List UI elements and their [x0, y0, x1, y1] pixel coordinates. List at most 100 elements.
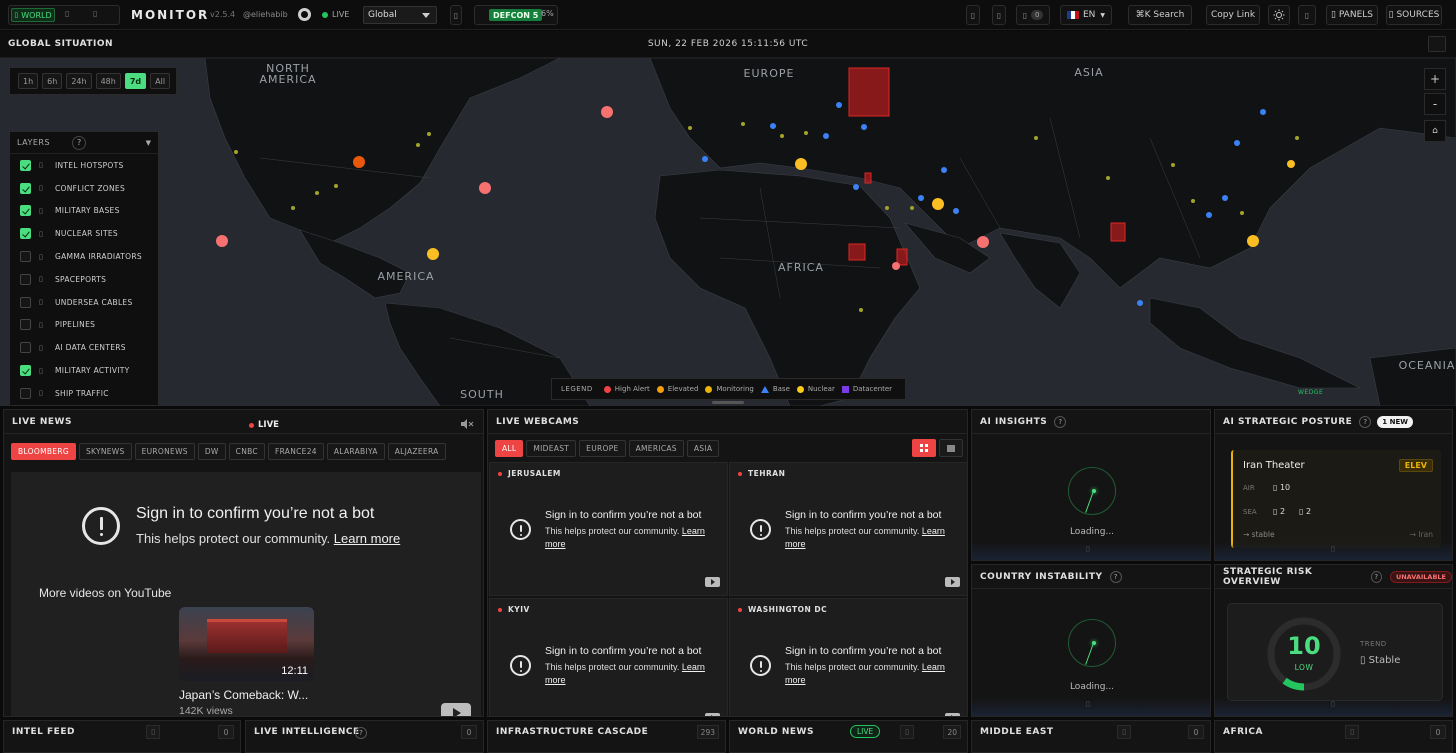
- learn-more-link-cont[interactable]: more: [785, 539, 806, 549]
- layer-checkbox[interactable]: [20, 365, 31, 377]
- theater-card[interactable]: Iran Theater ELEV AIR ▯ 10 SEA ▯ 2 ▯ 2 →…: [1231, 450, 1441, 548]
- variant-world-button[interactable]: ▯ WORLD: [11, 8, 55, 22]
- channel-tab-cnbc[interactable]: CNBC: [228, 443, 265, 460]
- sources-button[interactable]: ▯ SOURCES: [1386, 5, 1442, 25]
- time-range-24h[interactable]: 24h: [66, 73, 92, 89]
- time-range-6h[interactable]: 6h: [42, 73, 63, 89]
- layer-checkbox[interactable]: [20, 387, 31, 399]
- layer-checkbox[interactable]: [20, 342, 31, 354]
- layer-item-pipelines[interactable]: ▯ PIPELINES: [10, 314, 158, 337]
- webcam-filter-europe[interactable]: EUROPE: [579, 440, 626, 457]
- learn-more-link[interactable]: Learn: [921, 526, 945, 536]
- learn-more-link-cont[interactable]: more: [785, 675, 806, 685]
- channel-tab-skynews[interactable]: SKYNEWS: [78, 443, 132, 460]
- video-title[interactable]: Japan’s Comeback: W...: [179, 688, 309, 702]
- pin-icon[interactable]: [1428, 36, 1446, 52]
- variant-tech-button[interactable]: ▯: [65, 9, 70, 18]
- zoom-out-button[interactable]: -: [1424, 93, 1446, 115]
- toolbar-button-a[interactable]: ▯: [966, 5, 980, 25]
- learn-more-link[interactable]: Learn: [681, 662, 705, 672]
- world-map[interactable]: NORTH AMERICA EUROPE ASIA AFRICA AMERICA…: [0, 58, 1456, 406]
- channel-tab-france24[interactable]: FRANCE24: [267, 443, 324, 460]
- africa-icon[interactable]: ▯: [1345, 725, 1359, 739]
- single-view-button[interactable]: [939, 439, 963, 457]
- time-range-48h[interactable]: 48h: [95, 73, 121, 89]
- layer-item-spaceports[interactable]: ▯ SPACEPORTS: [10, 268, 158, 291]
- middle-east-panel[interactable]: MIDDLE EAST ▯ 0: [971, 720, 1211, 753]
- intel-feed-icon[interactable]: ▯: [146, 725, 160, 739]
- defcon-indicator[interactable]: DEFCON 5 6%: [474, 5, 558, 25]
- small-toggle-button[interactable]: ▯: [450, 5, 462, 25]
- africa-panel[interactable]: AFRICA ▯ 0: [1214, 720, 1453, 753]
- toolbar-button-d[interactable]: ▯: [1298, 5, 1316, 25]
- youtube-icon[interactable]: [441, 703, 471, 716]
- help-icon[interactable]: ?: [1054, 415, 1067, 428]
- youtube-icon[interactable]: [705, 713, 720, 716]
- learn-more-link-cont[interactable]: more: [545, 675, 566, 685]
- layer-item-undersea-cables[interactable]: ▯ UNDERSEA CABLES: [10, 291, 158, 314]
- grid-view-button[interactable]: [912, 439, 936, 457]
- intel-feed-panel[interactable]: INTEL FEED ▯ 0: [3, 720, 241, 753]
- news-video-player[interactable]: Sign in to confirm you’re not a bot This…: [11, 472, 481, 716]
- infrastructure-cascade-panel[interactable]: INFRASTRUCTURE CASCADE 293: [487, 720, 726, 753]
- learn-more-link-cont[interactable]: more: [545, 539, 566, 549]
- live-intelligence-panel[interactable]: LIVE INTELLIGENCE ? 0: [245, 720, 484, 753]
- webcam-filter-asia[interactable]: ASIA: [686, 440, 720, 457]
- toolbar-button-b[interactable]: ▯: [992, 5, 1006, 25]
- notifications-button[interactable]: ▯ 0: [1016, 5, 1050, 25]
- help-icon[interactable]: ?: [1359, 415, 1372, 428]
- layer-item-nuclear-sites[interactable]: ▯ NUCLEAR SITES: [10, 222, 158, 245]
- layer-checkbox[interactable]: [20, 159, 31, 171]
- layer-checkbox[interactable]: [20, 205, 31, 217]
- world-news-icon[interactable]: ▯: [900, 725, 914, 739]
- layer-checkbox[interactable]: [20, 296, 31, 308]
- layer-checkbox[interactable]: [20, 319, 31, 331]
- channel-tab-aljazeera[interactable]: ALJAZEERA: [387, 443, 446, 460]
- youtube-icon[interactable]: [945, 577, 960, 587]
- layer-item-military-bases[interactable]: ▯ MILITARY BASES: [10, 200, 158, 223]
- layers-help-icon[interactable]: ?: [72, 135, 87, 150]
- help-icon[interactable]: ?: [1109, 570, 1122, 583]
- region-select[interactable]: Global: [363, 6, 437, 24]
- mute-icon[interactable]: [460, 419, 474, 429]
- github-icon[interactable]: [298, 8, 311, 21]
- home-icon[interactable]: ⌂: [1424, 120, 1446, 142]
- channel-tab-dw[interactable]: DW: [197, 443, 226, 460]
- channel-tab-alarabiya[interactable]: ALARABIYA: [326, 443, 385, 460]
- channel-tab-bloomberg[interactable]: BLOOMBERG: [11, 443, 76, 460]
- webcam-filter-americas[interactable]: AMERICAS: [628, 440, 684, 457]
- time-range-1h[interactable]: 1h: [18, 73, 39, 89]
- language-select[interactable]: EN ▼: [1060, 5, 1112, 25]
- variant-finance-button[interactable]: ▯: [93, 9, 98, 18]
- middle-east-icon[interactable]: ▯: [1117, 725, 1131, 739]
- theme-toggle-button[interactable]: [1268, 5, 1290, 25]
- youtube-icon[interactable]: [945, 713, 960, 716]
- layer-checkbox[interactable]: [20, 182, 31, 194]
- webcam-tile-washington-dc[interactable]: WASHINGTON DC Sign in to confirm you’re n…: [729, 598, 967, 716]
- panels-button[interactable]: ▯ PANELS: [1326, 5, 1378, 25]
- author-handle[interactable]: @eliehabib: [243, 10, 288, 19]
- layer-item-conflict-zones[interactable]: ▯ CONFLICT ZONES: [10, 177, 158, 200]
- webcam-tile-kyiv[interactable]: KYIV Sign in to confirm you’re not a bot T…: [489, 598, 728, 716]
- learn-more-link[interactable]: Learn: [921, 662, 945, 672]
- help-icon[interactable]: ?: [355, 727, 367, 739]
- webcam-tile-tehran[interactable]: TEHRAN Sign in to confirm you’re not a bo…: [729, 462, 967, 596]
- world-news-panel[interactable]: WORLD NEWS LIVE ▯ 20: [729, 720, 968, 753]
- layers-header[interactable]: LAYERS ? ▼: [10, 132, 158, 154]
- layer-item-military-activity[interactable]: ▯ MILITARY ACTIVITY: [10, 359, 158, 382]
- search-button[interactable]: ⌘K Search: [1128, 5, 1192, 25]
- layer-item-gamma-irradiators[interactable]: ▯ GAMMA IRRADIATORS: [10, 245, 158, 268]
- learn-more-link[interactable]: Learn: [681, 526, 705, 536]
- help-icon[interactable]: ?: [1370, 570, 1382, 583]
- copy-link-button[interactable]: Copy Link: [1206, 5, 1260, 25]
- time-range-all[interactable]: All: [150, 73, 171, 89]
- layer-item-ship-traffic[interactable]: ▯ SHIP TRAFFIC: [10, 382, 158, 405]
- layer-checkbox[interactable]: [20, 228, 31, 240]
- map-canvas[interactable]: [0, 58, 1456, 406]
- youtube-icon[interactable]: [705, 577, 720, 587]
- video-thumbnail[interactable]: 12:11: [179, 607, 314, 681]
- layer-checkbox[interactable]: [20, 273, 31, 285]
- layer-checkbox[interactable]: [20, 251, 31, 263]
- layer-item-intel-hotspots[interactable]: ▯ INTEL HOTSPOTS: [10, 154, 158, 177]
- webcam-filter-all[interactable]: ALL: [495, 440, 524, 457]
